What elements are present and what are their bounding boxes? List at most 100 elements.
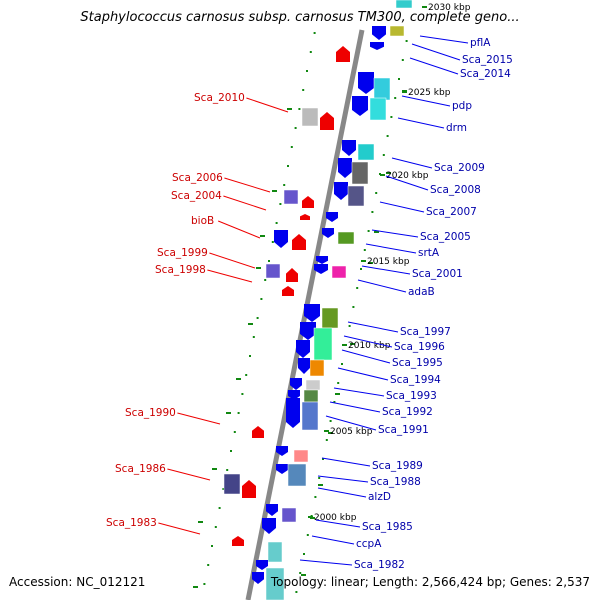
gene-arrow[interactable] <box>300 214 310 220</box>
gene-label-right[interactable]: srtA <box>418 247 440 259</box>
gene-label-right[interactable]: Sca_2008 <box>430 184 481 196</box>
gene-arrow[interactable] <box>326 212 338 222</box>
gene-label-right[interactable]: adaB <box>408 286 435 298</box>
tick-mark <box>306 70 308 72</box>
gene-block[interactable] <box>267 541 283 563</box>
gene-block[interactable] <box>369 97 387 121</box>
gene-label-left[interactable]: Sca_2010 <box>194 92 245 104</box>
gene-label-right[interactable]: pdp <box>452 100 472 112</box>
gene-arrow[interactable] <box>252 426 264 438</box>
gene-block[interactable] <box>389 25 405 37</box>
gene-label-left[interactable]: Sca_1999 <box>157 247 208 259</box>
gene-arrow[interactable] <box>338 158 352 178</box>
gene-block[interactable] <box>305 379 321 391</box>
gene-label-right[interactable]: Sca_2001 <box>412 268 463 280</box>
gene-arrow[interactable] <box>256 560 268 570</box>
label-connector <box>357 279 407 293</box>
gene-arrow[interactable] <box>316 256 328 264</box>
gene-label-left[interactable]: Sca_2004 <box>171 190 222 202</box>
gene-block[interactable] <box>281 507 297 523</box>
gene-arrow[interactable] <box>342 140 356 156</box>
gene-label-left[interactable]: Sca_2006 <box>172 172 223 184</box>
gene-block[interactable] <box>321 307 339 329</box>
gene-label-right[interactable]: Sca_2007 <box>426 206 477 218</box>
gene-label-right[interactable]: Sca_1994 <box>390 374 441 386</box>
gene-arrow[interactable] <box>286 268 298 282</box>
gene-block[interactable] <box>351 161 369 185</box>
gene-arrow[interactable] <box>372 26 386 40</box>
gene-block[interactable] <box>223 473 241 495</box>
gene-label-left[interactable]: bioB <box>191 215 214 227</box>
gene-block[interactable] <box>373 77 391 101</box>
gene-label-right[interactable]: Sca_1988 <box>370 476 421 488</box>
gene-arrow[interactable] <box>314 264 328 274</box>
gene-arrow[interactable] <box>274 230 288 248</box>
gene-label-right[interactable]: Sca_1993 <box>386 390 437 402</box>
gene-label-right[interactable]: Sca_1996 <box>394 341 445 353</box>
gene-arrow[interactable] <box>304 304 320 322</box>
gene-label-right[interactable]: Sca_1985 <box>362 521 413 533</box>
gene-block[interactable] <box>395 0 413 9</box>
gene-arrow[interactable] <box>358 72 374 94</box>
gene-label-left[interactable]: Sca_1983 <box>106 517 157 529</box>
gene-arrow[interactable] <box>302 196 314 208</box>
gene-label-right[interactable]: drm <box>446 122 467 134</box>
gene-label-right[interactable]: pflA <box>470 37 491 49</box>
gene-label-right[interactable]: ccpA <box>356 538 382 550</box>
gene-label-left[interactable]: Sca_1986 <box>115 463 166 475</box>
gene-block[interactable] <box>303 389 319 403</box>
gene-arrow[interactable] <box>296 340 310 358</box>
gene-arrow[interactable] <box>292 234 306 250</box>
gene-arrow[interactable] <box>370 42 384 50</box>
gene-label-right[interactable]: Sca_1995 <box>392 357 443 369</box>
gene-label-right[interactable]: Sca_1989 <box>372 460 423 472</box>
gene-label-right[interactable]: Sca_2005 <box>420 231 471 243</box>
gene-arrow[interactable] <box>276 446 288 456</box>
gene-block[interactable] <box>301 401 319 431</box>
gene-block[interactable] <box>287 463 307 487</box>
gene-label-right[interactable]: Sca_1992 <box>382 406 433 418</box>
gene-arrow[interactable] <box>288 390 300 400</box>
gene-block[interactable] <box>331 265 347 279</box>
gene-arrow[interactable] <box>290 378 302 390</box>
gene-label-left[interactable]: Sca_1998 <box>155 264 206 276</box>
gene-block[interactable] <box>337 231 355 245</box>
gene-arrow[interactable] <box>322 228 334 238</box>
gene-arrow[interactable] <box>300 322 316 340</box>
tick-mark <box>301 574 306 576</box>
gene-arrow[interactable] <box>276 464 288 474</box>
accession-text: Accession: NC_012121 <box>9 575 146 589</box>
gene-arrow[interactable] <box>252 572 264 584</box>
gene-label-right[interactable]: Sca_2009 <box>434 162 485 174</box>
gene-arrow[interactable] <box>262 518 276 534</box>
gene-block[interactable] <box>265 567 285 600</box>
gene-label-right[interactable]: Sca_1997 <box>400 326 451 338</box>
gene-label-left[interactable]: Sca_1990 <box>125 407 176 419</box>
gene-block[interactable] <box>283 189 299 205</box>
gene-arrow[interactable] <box>232 536 244 546</box>
gene-arrow[interactable] <box>242 480 256 498</box>
label-connector <box>209 252 256 269</box>
gene-label-right[interactable]: Sca_2015 <box>462 54 513 66</box>
gene-arrow[interactable] <box>266 504 278 516</box>
gene-arrow[interactable] <box>286 398 300 428</box>
tick-mark <box>375 192 378 194</box>
gene-arrow[interactable] <box>298 358 310 374</box>
gene-arrow[interactable] <box>320 112 334 130</box>
gene-label-right[interactable]: Sca_1982 <box>354 559 405 571</box>
gene-arrow[interactable] <box>282 286 294 296</box>
gene-block[interactable] <box>347 185 365 207</box>
gene-block[interactable] <box>309 359 325 377</box>
gene-block[interactable] <box>313 327 333 361</box>
gene-block[interactable] <box>293 449 309 463</box>
gene-arrow[interactable] <box>334 182 348 200</box>
gene-arrow[interactable] <box>336 46 350 62</box>
gene-label-right[interactable]: alzD <box>368 491 391 503</box>
gene-block[interactable] <box>301 107 319 127</box>
gene-block[interactable] <box>265 263 281 279</box>
gene-label-right[interactable]: Sca_1991 <box>378 424 429 436</box>
gene-block[interactable] <box>357 143 375 161</box>
gene-arrow[interactable] <box>352 96 368 116</box>
gene-label-right[interactable]: Sca_2014 <box>460 68 511 80</box>
